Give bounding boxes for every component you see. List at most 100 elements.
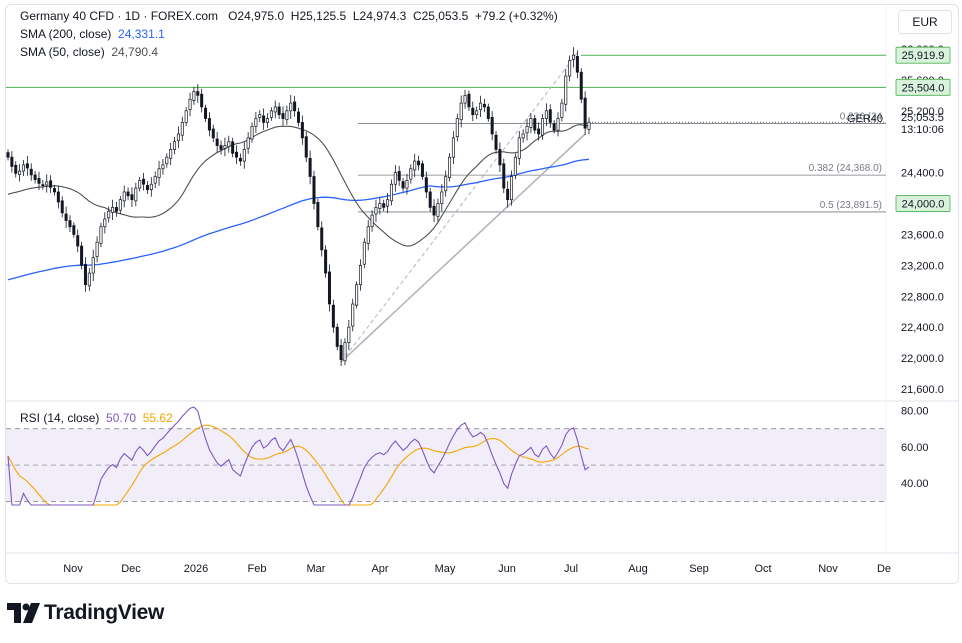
candle-up [285,110,289,121]
candle-up [541,118,545,136]
candle-up [572,54,576,60]
candle-up [513,156,517,176]
fib-level-label: 0.382 (24,368.0) [809,163,882,174]
candle-down [76,235,80,247]
candle-down [6,152,10,158]
candle-up [242,149,246,162]
candle-up [587,121,591,130]
candle-up [459,102,463,121]
last-price-symbol-label: GER40 [847,113,883,125]
candle-down [471,107,475,116]
time-axis-tick: Feb [248,563,267,575]
candle-up [188,98,192,111]
candle-down [142,178,146,185]
time-axis-tick: Mar [307,563,326,575]
candle-down [281,113,285,119]
candle-up [21,164,25,172]
candle-down [417,160,421,166]
sma200-line [7,158,590,281]
candle-up [355,284,359,306]
candle-down [200,93,204,108]
candle-up [366,226,370,244]
candle-down [211,128,215,139]
level-price-label: 25,504.0 [902,82,945,94]
rsi-axis-tick: 80.00 [901,406,929,418]
candle-down [126,191,130,197]
fib-level-label: 0.236 (24 [840,112,883,123]
candle-up [184,110,188,123]
fib-trend-line [340,52,578,363]
rsi-line [7,406,590,506]
currency-button[interactable]: EUR [898,10,952,34]
candle-down [238,157,242,162]
price-axis-tick: 23,200.0 [901,260,944,272]
level-price-label-bg [895,46,951,64]
sma200-legend[interactable]: SMA (200, close) 24,331.1 [20,27,165,41]
time-axis-tick: Dec [121,563,141,575]
chart-canvas[interactable]: 21,600.0 22,000.0 22,400.0 22,800.0 23,200.0… [6,5,958,583]
candle-up [370,214,374,228]
candle-down [339,344,343,360]
rsi-axis-tick: 60.00 [901,442,929,454]
level-price-label-bg [895,78,951,96]
candle-down [207,118,211,131]
candle-down [498,149,502,166]
candle-down [327,271,331,305]
candle-up [176,133,180,141]
candle-up [227,141,231,148]
candle-down [72,225,76,235]
candle-down [537,128,541,135]
candle-down [432,205,436,216]
candle-down [548,109,552,123]
candle-up [250,125,254,140]
candle-down [296,111,301,123]
candle-up [440,191,444,204]
candle-down [196,91,200,96]
bar-countdown-label: 13:10:06 [901,124,944,136]
candle-up [118,199,122,211]
candle-up [91,257,95,274]
candle-up [165,156,169,165]
candle-down [308,157,312,177]
price-axis-tick: 22,800.0 [901,291,944,303]
candle-down [215,138,219,146]
rsi-axis-tick: 40.00 [901,478,929,490]
sma50-line [7,124,590,247]
time-axis-tick: Apr [371,563,388,575]
candle-down [420,163,424,177]
time-axis-tick: De [877,563,891,575]
candle-down [49,180,53,188]
rsi-legend[interactable]: RSI (14, close) 50.70 55.62 [20,411,173,425]
candle-up [122,191,126,202]
price-axis-tick: 21,600.0 [901,384,944,396]
candle-up [180,122,184,136]
candle-down [262,115,266,123]
candle-up [556,118,560,131]
candle-down [41,184,45,186]
candle-up [405,180,409,189]
level-price-label: 24,000.0 [902,199,945,211]
candle-down [33,174,37,180]
candle-up [347,326,351,343]
candle-up [362,241,366,265]
candle-down [424,177,428,193]
rsi-ma-line [7,424,590,506]
tradingview-logo[interactable]: TradingView [7,600,164,626]
candle-up [149,183,153,190]
candle-down [324,249,328,274]
time-axis-tick: Nov [63,563,83,575]
price-axis-tick: 24,400.0 [901,168,944,180]
sma50-legend[interactable]: SMA (50, close) 24,790.4 [20,45,159,59]
candle-up [510,176,514,201]
chart-frame: 21,600.0 22,000.0 22,400.0 22,800.0 23,200.0… [5,4,959,584]
candle-up [448,156,452,179]
candle-down [37,178,41,184]
candle-up [378,203,382,209]
candle-up [358,265,362,286]
candle-down [145,185,149,190]
symbol-title[interactable]: Germany 40 CFD · 1D · FOREX.com [20,9,219,23]
candle-down [277,106,281,116]
candle-up [45,181,49,186]
candle-up [169,149,173,159]
price-axis-tick: 22,400.0 [901,322,944,334]
